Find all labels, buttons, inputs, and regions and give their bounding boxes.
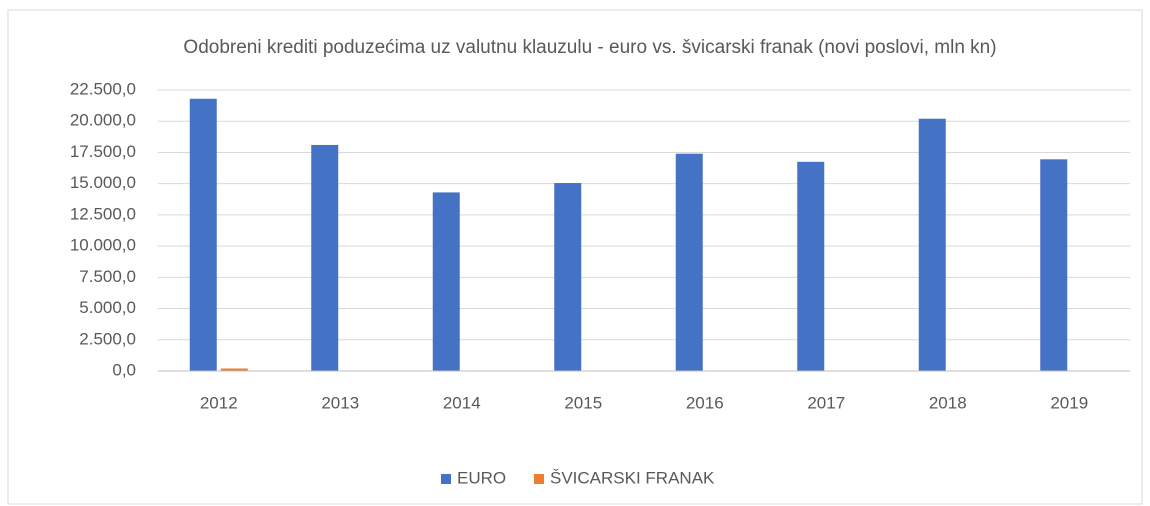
legend-label: EURO — [457, 468, 506, 487]
y-tick-label: 20.000,0 — [70, 111, 136, 130]
bar — [554, 183, 582, 371]
legend-swatch — [534, 474, 544, 484]
y-tick-label: 15.000,0 — [70, 173, 136, 192]
y-tick-label: 0,0 — [112, 360, 136, 379]
y-tick-label: 7.500,0 — [79, 267, 136, 286]
bar — [918, 118, 946, 371]
x-tick-label: 2018 — [929, 393, 967, 412]
x-tick-label: 2019 — [1050, 393, 1088, 412]
bar — [797, 161, 825, 371]
y-tick-label: 17.500,0 — [70, 142, 136, 161]
legend-swatch — [441, 474, 451, 484]
bar — [675, 153, 703, 371]
x-tick-label: 2017 — [807, 393, 845, 412]
y-tick-label: 12.500,0 — [70, 204, 136, 223]
chart-title: Odobreni krediti poduzećima uz valutnu k… — [183, 37, 997, 58]
bar — [311, 144, 339, 371]
bar — [1040, 159, 1068, 371]
x-tick-label: 2012 — [200, 393, 238, 412]
legend-label: ŠVICARSKI FRANAK — [550, 468, 715, 487]
bar — [189, 98, 217, 372]
x-tick-label: 2014 — [443, 393, 481, 412]
y-tick-label: 5.000,0 — [79, 298, 136, 317]
y-tick-label: 10.000,0 — [70, 236, 136, 255]
bar — [432, 192, 460, 371]
x-tick-label: 2016 — [686, 393, 724, 412]
y-tick-label: 22.500,0 — [70, 79, 136, 98]
x-tick-label: 2013 — [321, 393, 359, 412]
y-tick-label: 2.500,0 — [79, 329, 136, 348]
x-tick-label: 2015 — [564, 393, 602, 412]
bar — [220, 368, 248, 371]
